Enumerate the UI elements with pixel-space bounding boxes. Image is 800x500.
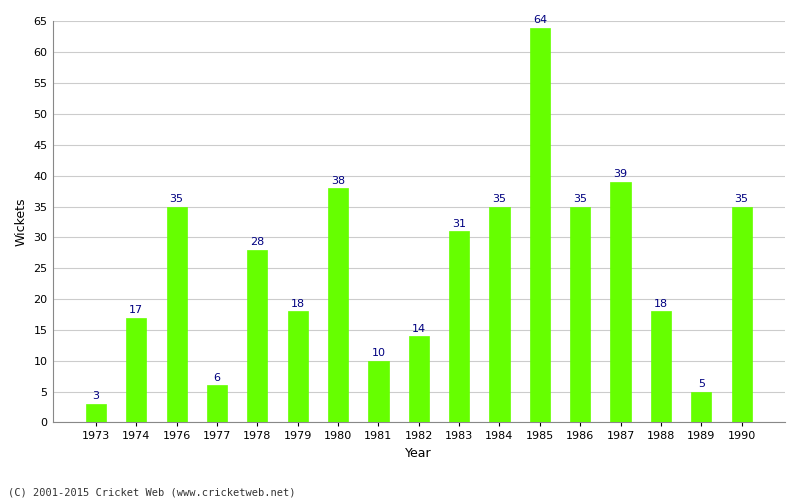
Text: 35: 35 xyxy=(493,194,506,204)
Bar xyxy=(691,392,711,422)
Bar xyxy=(247,250,267,422)
Bar xyxy=(368,360,389,422)
Text: 31: 31 xyxy=(452,218,466,228)
Text: 14: 14 xyxy=(412,324,426,334)
Bar xyxy=(288,312,308,422)
Text: 17: 17 xyxy=(130,305,143,315)
Text: 28: 28 xyxy=(250,237,265,247)
Bar xyxy=(449,231,470,422)
Bar xyxy=(731,206,752,422)
Bar xyxy=(207,386,227,422)
Text: 5: 5 xyxy=(698,379,705,389)
X-axis label: Year: Year xyxy=(406,447,432,460)
Y-axis label: Wickets: Wickets xyxy=(15,198,28,246)
Text: 35: 35 xyxy=(573,194,587,204)
Text: 18: 18 xyxy=(654,299,668,309)
Bar xyxy=(570,206,590,422)
Bar xyxy=(328,188,348,422)
Text: 35: 35 xyxy=(734,194,749,204)
Bar xyxy=(651,312,671,422)
Text: 18: 18 xyxy=(290,299,305,309)
Text: 35: 35 xyxy=(170,194,184,204)
Bar xyxy=(490,206,510,422)
Bar xyxy=(530,28,550,422)
Text: 6: 6 xyxy=(214,373,221,383)
Text: 38: 38 xyxy=(331,176,345,186)
Text: 3: 3 xyxy=(93,392,99,402)
Bar xyxy=(166,206,186,422)
Text: (C) 2001-2015 Cricket Web (www.cricketweb.net): (C) 2001-2015 Cricket Web (www.cricketwe… xyxy=(8,488,295,498)
Bar xyxy=(126,318,146,422)
Text: 64: 64 xyxy=(533,15,547,25)
Bar xyxy=(409,336,429,422)
Bar xyxy=(610,182,630,422)
Text: 10: 10 xyxy=(371,348,386,358)
Text: 39: 39 xyxy=(614,170,628,179)
Bar xyxy=(86,404,106,422)
